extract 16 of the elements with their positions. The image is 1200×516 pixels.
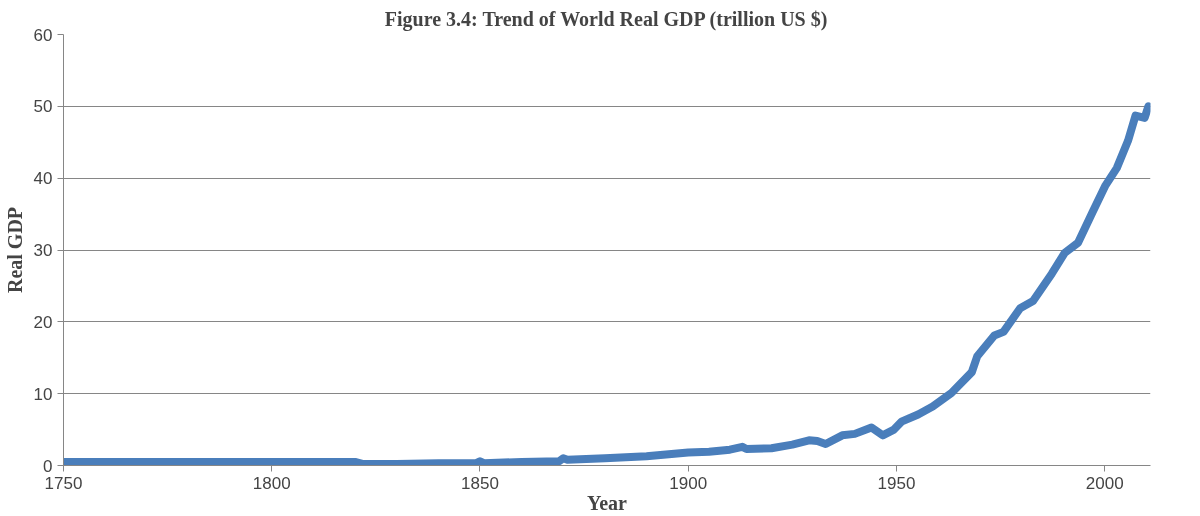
y-tick-label: 30 bbox=[33, 241, 53, 260]
y-tick-label: 10 bbox=[33, 384, 53, 404]
y-tick-label: 40 bbox=[33, 169, 53, 189]
y-tick-label: 50 bbox=[33, 97, 53, 117]
y-tick-label: 60 bbox=[33, 25, 53, 45]
x-tick-label: 2000 bbox=[1085, 473, 1124, 493]
chart-title: Figure 3.4: Trend of World Real GDP (trillion US $) bbox=[384, 7, 828, 31]
y-tick-label: 20 bbox=[33, 312, 53, 332]
x-tick-label: 1800 bbox=[252, 473, 291, 493]
x-tick-label: 1850 bbox=[461, 473, 499, 493]
x-axis-title: Year bbox=[587, 491, 628, 514]
y-tick-label: 0 bbox=[43, 456, 53, 476]
x-tick-label: 1950 bbox=[877, 473, 916, 493]
y-axis-title: Real GDP bbox=[3, 206, 26, 294]
x-tick-label: 1750 bbox=[44, 473, 83, 493]
x-tick-label: 1900 bbox=[669, 473, 708, 493]
